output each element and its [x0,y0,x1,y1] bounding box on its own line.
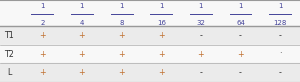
Text: 4: 4 [80,20,84,26]
Text: +: + [118,50,125,59]
Text: 1: 1 [238,3,243,9]
Bar [0,26,300,45]
Text: -: - [200,68,202,77]
Text: +: + [39,31,46,40]
Text: +: + [198,50,204,59]
Text: +: + [79,50,85,59]
Text: 1: 1 [80,3,84,9]
Text: 1: 1 [159,3,164,9]
Text: 16: 16 [157,20,166,26]
Text: 1: 1 [199,3,203,9]
Text: 1: 1 [119,3,124,9]
Text: -: - [239,31,242,40]
Text: +: + [118,31,125,40]
Bar [0,45,300,63]
Text: -: - [239,68,242,77]
Text: +: + [237,50,244,59]
Text: +: + [39,50,46,59]
Text: +: + [158,68,165,77]
Text: T2: T2 [4,50,14,59]
Text: 1: 1 [278,3,282,9]
Text: +: + [158,31,165,40]
Text: 8: 8 [119,20,124,26]
Text: +: + [39,68,46,77]
Text: +: + [118,68,125,77]
Text: +: + [79,68,85,77]
Text: -: - [279,31,282,40]
Text: ·: · [279,50,281,59]
Text: T1: T1 [4,31,14,40]
Text: 1: 1 [40,3,45,9]
Text: +: + [79,31,85,40]
Text: 64: 64 [236,20,245,26]
Text: 32: 32 [196,20,205,26]
Text: -: - [279,68,282,77]
Text: 2: 2 [40,20,44,26]
Bar [0,0,300,26]
Text: 128: 128 [274,20,287,26]
Bar [0,63,300,82]
Text: L: L [7,68,12,77]
Text: +: + [158,50,165,59]
Text: -: - [200,31,202,40]
